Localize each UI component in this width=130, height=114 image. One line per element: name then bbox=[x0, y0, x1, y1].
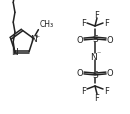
Text: S: S bbox=[92, 34, 98, 43]
Text: F: F bbox=[81, 18, 86, 27]
Text: F: F bbox=[81, 86, 86, 95]
Text: F: F bbox=[104, 86, 109, 95]
Text: S: S bbox=[92, 70, 98, 79]
Text: N: N bbox=[30, 35, 37, 43]
Text: CH₃: CH₃ bbox=[39, 20, 54, 29]
Text: O: O bbox=[107, 35, 113, 44]
Text: O: O bbox=[77, 35, 83, 44]
Text: F: F bbox=[95, 94, 99, 103]
Text: N: N bbox=[91, 52, 97, 61]
Text: F: F bbox=[95, 10, 99, 19]
Text: O: O bbox=[77, 69, 83, 78]
Text: O: O bbox=[107, 69, 113, 78]
Text: N: N bbox=[12, 48, 18, 57]
Text: F: F bbox=[104, 18, 109, 27]
Text: ⁻: ⁻ bbox=[96, 49, 101, 58]
Text: +: + bbox=[34, 34, 40, 38]
